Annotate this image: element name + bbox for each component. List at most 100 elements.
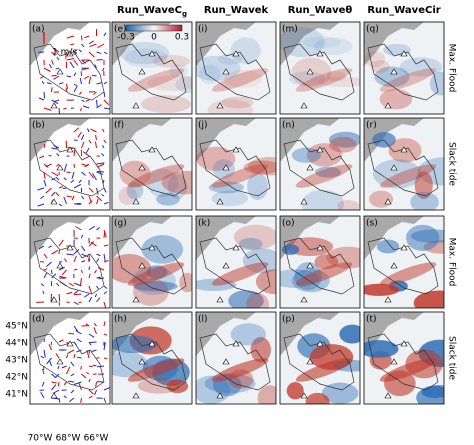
vector	[79, 277, 82, 286]
panel-content	[196, 22, 276, 114]
station-marker	[138, 68, 146, 75]
vector	[73, 325, 79, 332]
field-blob	[243, 160, 276, 175]
vector	[65, 51, 67, 59]
vector	[46, 261, 52, 268]
vector	[38, 245, 45, 250]
field-blob	[147, 75, 192, 91]
vector	[88, 273, 91, 279]
vector	[51, 384, 57, 391]
field-band	[379, 262, 437, 286]
vector	[43, 272, 48, 279]
vector	[71, 195, 75, 201]
station-marker	[222, 68, 230, 75]
vector	[63, 177, 67, 181]
station-marker	[390, 358, 398, 365]
field-blob	[376, 239, 400, 254]
vector	[43, 268, 48, 271]
vector	[95, 135, 97, 141]
station-marker	[222, 164, 230, 171]
field-blob	[168, 63, 188, 78]
vector	[54, 373, 60, 379]
coastline	[199, 43, 271, 101]
vector	[56, 56, 60, 61]
panel-content	[112, 22, 192, 114]
vector	[49, 361, 52, 367]
field-blob	[302, 36, 342, 49]
vector	[103, 321, 106, 327]
field-blob	[410, 229, 444, 243]
field-band	[379, 358, 437, 382]
panel-label: (f)	[114, 121, 124, 131]
land	[30, 216, 90, 260]
field-blob	[414, 171, 433, 200]
field-blob	[318, 76, 360, 88]
vector	[73, 202, 81, 205]
vector	[43, 179, 47, 187]
vector	[88, 389, 94, 395]
map-panel: (p)	[279, 311, 361, 405]
vector	[103, 99, 109, 106]
vector	[103, 91, 106, 97]
column-title: Run_Wavek	[204, 5, 269, 16]
vector	[92, 173, 97, 181]
map-panel: (d)	[29, 311, 111, 405]
vector	[88, 395, 93, 399]
station-marker	[232, 50, 240, 57]
vector	[85, 147, 90, 154]
column-title: Run_WaveCir	[367, 5, 440, 16]
panel-label: (g)	[114, 219, 127, 229]
field-blob	[140, 95, 192, 113]
panel-content	[280, 216, 360, 308]
map-panel: (h)	[111, 311, 193, 405]
vector	[40, 195, 45, 200]
vector	[37, 203, 45, 207]
station-marker	[400, 50, 408, 57]
panel-content	[30, 312, 110, 404]
station-marker	[390, 68, 398, 75]
vector	[88, 76, 92, 85]
vector	[73, 163, 76, 168]
panel-content	[280, 22, 360, 114]
vector	[96, 162, 105, 165]
field-blob	[207, 99, 253, 114]
field-blob	[337, 199, 360, 210]
vector	[43, 143, 46, 149]
land	[364, 216, 424, 260]
station-marker	[306, 262, 314, 269]
vector	[70, 43, 75, 46]
field-band	[295, 358, 353, 382]
map-panel: (s)	[363, 215, 445, 309]
panel-label: (h)	[114, 315, 127, 325]
coastline	[115, 237, 187, 295]
panel-frame	[363, 21, 445, 115]
panel-content	[364, 312, 444, 404]
field-blob	[383, 43, 411, 56]
panel-frame	[29, 311, 111, 405]
vector	[38, 155, 45, 159]
vector	[88, 51, 95, 58]
vector	[88, 266, 91, 271]
station-marker	[306, 358, 314, 365]
coastline	[199, 237, 271, 295]
vector	[81, 67, 90, 71]
vector	[94, 293, 97, 298]
vector	[45, 163, 52, 168]
vector	[58, 397, 61, 403]
land	[280, 118, 340, 162]
panel-label: (m)	[282, 25, 298, 35]
field-blob	[141, 235, 184, 264]
coastline	[199, 139, 271, 197]
station-marker	[66, 244, 74, 251]
map-panel: (l)	[195, 311, 277, 405]
coastline	[33, 139, 105, 197]
field-blob	[410, 191, 439, 210]
vector	[96, 163, 105, 168]
vector	[71, 171, 75, 179]
vector	[75, 226, 82, 231]
vector	[70, 361, 75, 367]
panel-content	[364, 216, 444, 308]
panel-content	[112, 118, 192, 210]
field-blob	[119, 41, 170, 65]
row-label: Max. Flood	[447, 44, 457, 93]
